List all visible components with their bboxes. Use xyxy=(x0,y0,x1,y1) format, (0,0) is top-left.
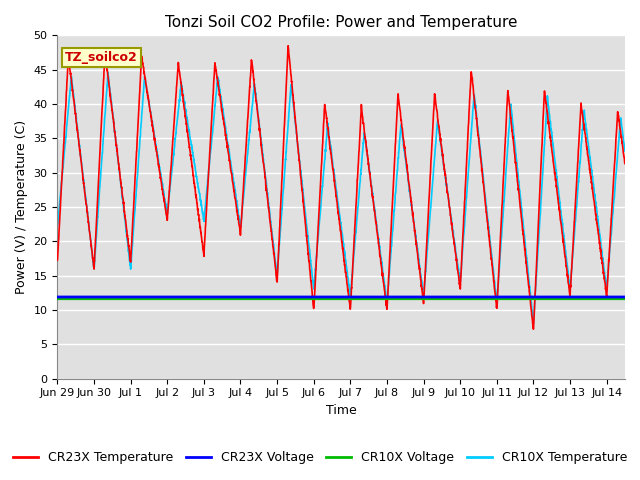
Y-axis label: Power (V) / Temperature (C): Power (V) / Temperature (C) xyxy=(15,120,28,294)
Text: TZ_soilco2: TZ_soilco2 xyxy=(65,51,138,64)
X-axis label: Time: Time xyxy=(326,404,356,417)
Title: Tonzi Soil CO2 Profile: Power and Temperature: Tonzi Soil CO2 Profile: Power and Temper… xyxy=(165,15,518,30)
Legend: CR23X Temperature, CR23X Voltage, CR10X Voltage, CR10X Temperature: CR23X Temperature, CR23X Voltage, CR10X … xyxy=(8,446,632,469)
